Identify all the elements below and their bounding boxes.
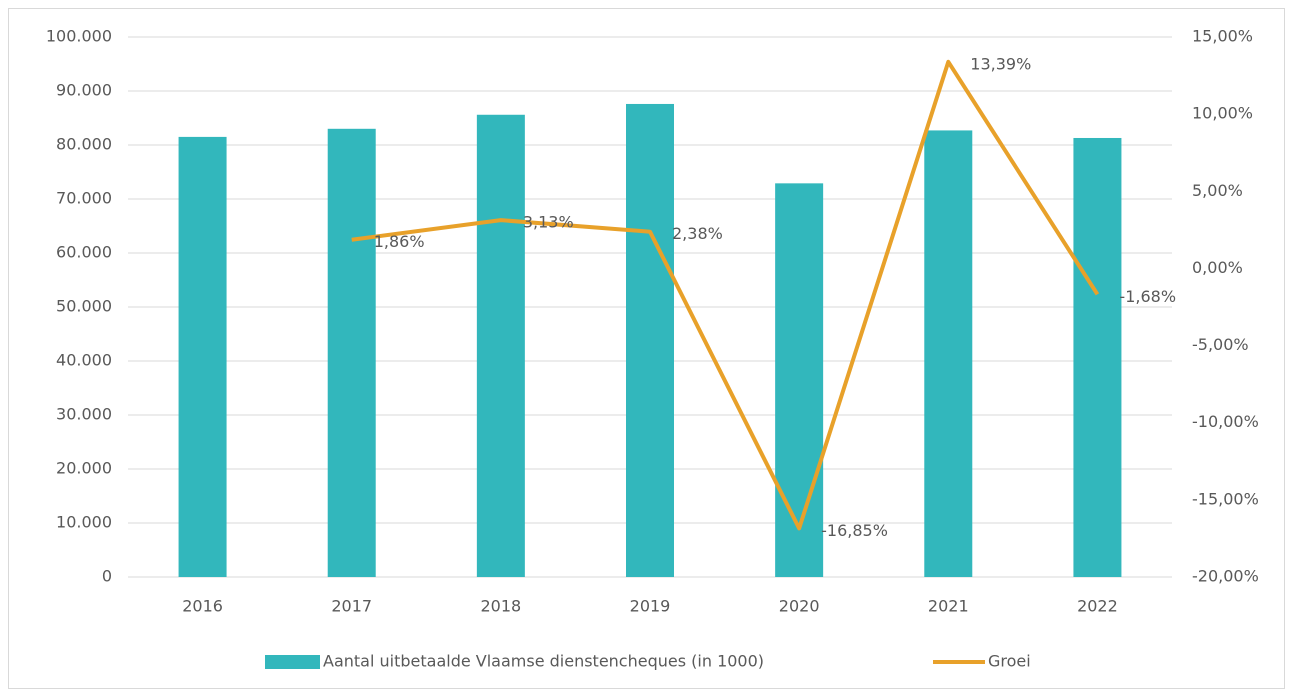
x-tick-label: 2018 bbox=[480, 597, 521, 616]
data-label: -1,68% bbox=[1119, 287, 1176, 306]
bar bbox=[626, 103, 674, 578]
bar bbox=[178, 136, 227, 577]
bar bbox=[476, 114, 525, 577]
legend-swatch bbox=[265, 655, 320, 669]
bar bbox=[775, 183, 824, 577]
x-tick-label: 2021 bbox=[928, 597, 969, 616]
y-tick-label: 90.000 bbox=[56, 81, 112, 100]
y2-tick-label: -20,00% bbox=[1192, 567, 1259, 586]
x-tick-label: 2019 bbox=[630, 597, 671, 616]
data-label: 3,13% bbox=[523, 213, 574, 232]
y-tick-label: 10.000 bbox=[56, 513, 112, 532]
bar bbox=[1073, 137, 1122, 578]
y2-tick-label: 15,00% bbox=[1192, 27, 1253, 46]
y2-tick-label: -5,00% bbox=[1192, 335, 1249, 354]
data-label: 1,86% bbox=[374, 232, 425, 251]
y2-tick-label: 10,00% bbox=[1192, 104, 1253, 123]
y-tick-label: 60.000 bbox=[56, 243, 112, 262]
bar bbox=[327, 128, 376, 578]
y2-tick-label: 0,00% bbox=[1192, 258, 1243, 277]
y-tick-label: 100.000 bbox=[46, 27, 112, 46]
y-tick-label: 30.000 bbox=[56, 405, 112, 424]
y-tick-label: 80.000 bbox=[56, 135, 112, 154]
x-tick-label: 2016 bbox=[182, 597, 223, 616]
data-label: 13,39% bbox=[970, 54, 1031, 73]
y2-tick-label: -10,00% bbox=[1192, 412, 1259, 431]
y-tick-label: 20.000 bbox=[56, 459, 112, 478]
legend-label: Aantal uitbetaalde Vlaamse dienstenchequ… bbox=[323, 652, 764, 671]
y-tick-label: 70.000 bbox=[56, 189, 112, 208]
x-tick-label: 2017 bbox=[331, 597, 372, 616]
line bbox=[351, 59, 1100, 531]
legend-label: Groei bbox=[988, 652, 1031, 671]
y-tick-label: 0 bbox=[102, 567, 112, 586]
y-tick-label: 40.000 bbox=[56, 351, 112, 370]
x-tick-label: 2022 bbox=[1077, 597, 1118, 616]
y2-tick-label: 5,00% bbox=[1192, 181, 1243, 200]
bar bbox=[924, 130, 973, 578]
y2-tick-label: -15,00% bbox=[1192, 489, 1259, 508]
x-tick-label: 2020 bbox=[779, 597, 820, 616]
y-tick-label: 50.000 bbox=[56, 297, 112, 316]
data-label: -16,85% bbox=[821, 521, 888, 540]
data-label: 2,38% bbox=[672, 224, 723, 243]
